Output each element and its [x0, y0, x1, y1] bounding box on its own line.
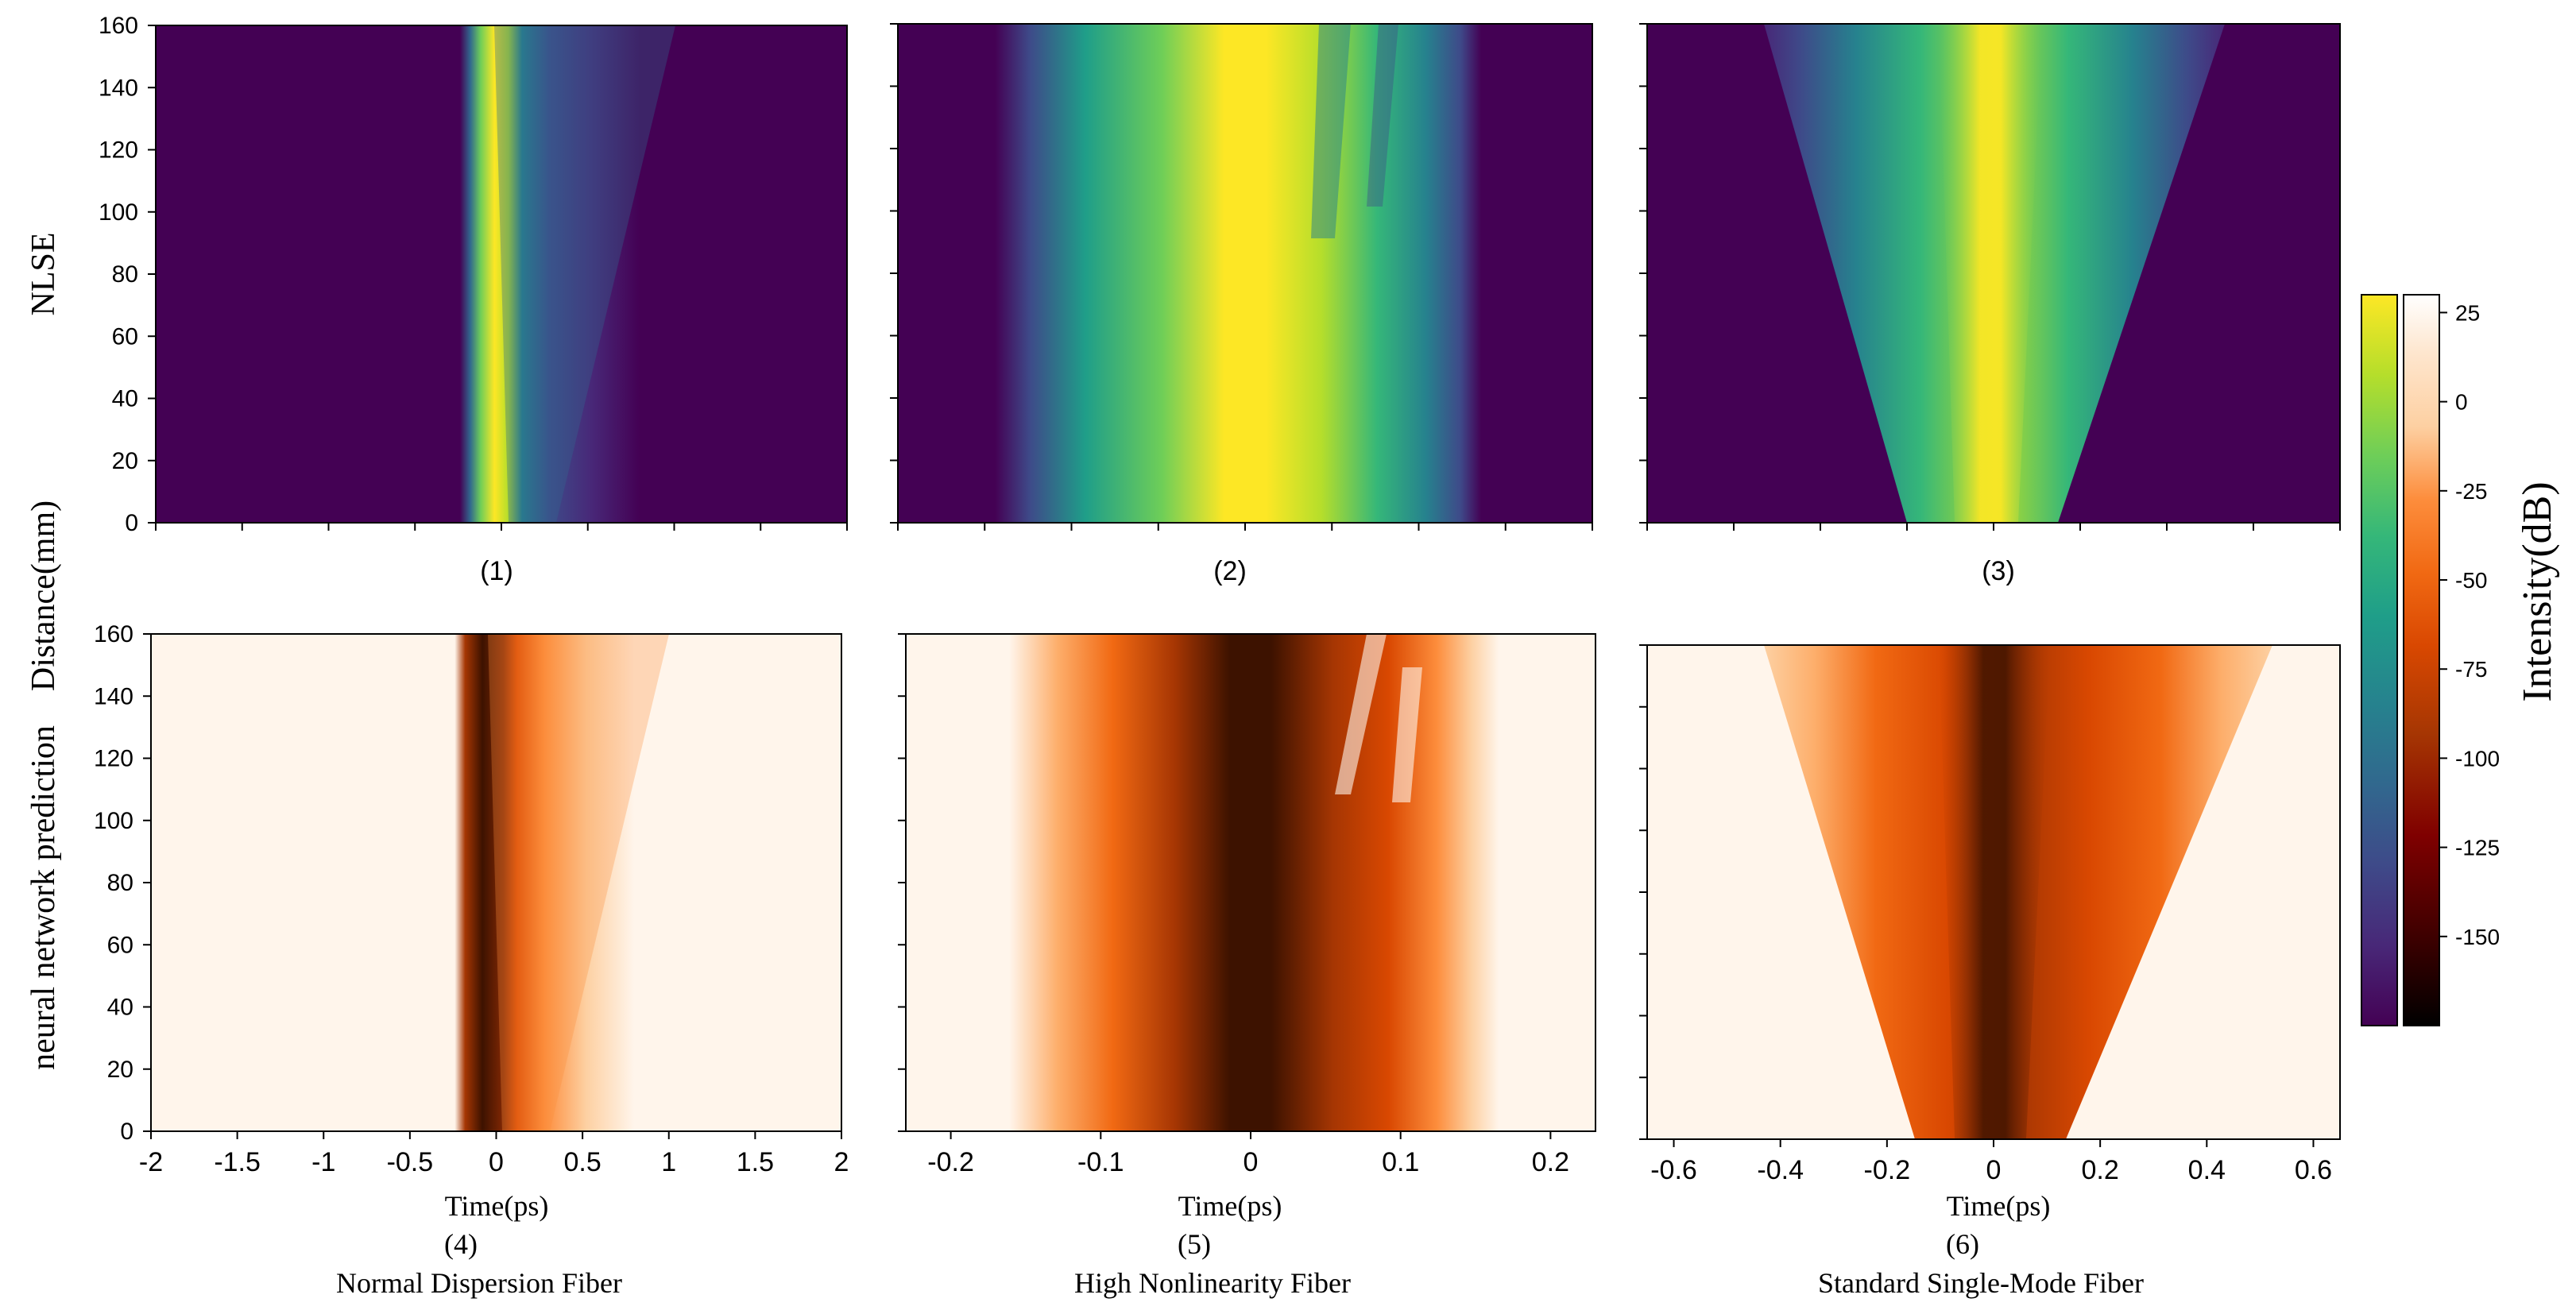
colorbar-tick-label: 25 [2455, 300, 2480, 325]
x-tick-label: -2 [139, 1147, 163, 1177]
x-tick-label: -0.4 [1757, 1155, 1804, 1185]
x-tick-label: 2 [834, 1147, 849, 1177]
colorbar-viridis [2361, 294, 2398, 1026]
x-tick-label: 0.4 [2188, 1155, 2226, 1185]
x-tick-label: -0.2 [927, 1147, 974, 1177]
x-tick-label: 0.2 [2082, 1155, 2119, 1185]
row-label-top: NLSE [25, 233, 62, 316]
x-tick-label: 1.5 [737, 1147, 774, 1177]
panel-label: (5) [1178, 1228, 1211, 1260]
fiber-type-label: Standard Single-Mode Fiber [1818, 1267, 2144, 1299]
colorbar-orange [2403, 294, 2440, 1026]
y-tick-label: 140 [94, 683, 133, 709]
x-tick-label: 1 [661, 1147, 676, 1177]
y-tick-label: 80 [112, 261, 138, 288]
x-tick-label: 0 [1986, 1155, 2002, 1185]
y-tick-label: 120 [99, 137, 138, 164]
heatmap-panel-3 [1646, 23, 2341, 524]
row-label-distance: Distance(mm) [25, 500, 62, 691]
y-tick-label: 100 [99, 199, 138, 226]
x-tick-label: 0 [1244, 1147, 1259, 1177]
x-axis-label: Time(ps) [1178, 1190, 1282, 1222]
x-axis-label: Time(ps) [445, 1190, 549, 1222]
fiber-type-label: Normal Dispersion Fiber [336, 1267, 622, 1299]
panel-label: (3) [1982, 556, 2015, 586]
colorbar-tick-label: 0 [2455, 390, 2468, 415]
y-tick-label: 0 [125, 510, 138, 536]
colorbar-label: Intensity(dB) [2515, 481, 2560, 701]
y-tick-label: 40 [112, 386, 138, 412]
heatmap-panel-6 [1646, 644, 2341, 1140]
heatmap-panel-2 [897, 23, 1593, 524]
y-tick-label: 40 [107, 995, 133, 1021]
fiber-type-label: High Nonlinearity Fiber [1074, 1267, 1351, 1299]
y-tick-label: 60 [107, 932, 133, 958]
y-tick-label: 20 [112, 448, 138, 474]
x-axis-label: Time(ps) [1947, 1190, 2051, 1222]
y-tick-label: 80 [107, 870, 133, 896]
y-tick-label: 160 [99, 13, 138, 39]
y-tick-label: 100 [94, 808, 133, 834]
x-tick-label: 0 [489, 1147, 504, 1177]
panel-label: (1) [480, 556, 513, 586]
y-tick-label: 20 [107, 1057, 133, 1083]
panel-label: (6) [1946, 1228, 1979, 1260]
y-tick-label: 140 [99, 75, 138, 101]
colorbar-tick-label: -125 [2455, 836, 2500, 860]
y-tick-label: 0 [120, 1119, 133, 1145]
x-tick-label: -1 [311, 1147, 335, 1177]
y-tick-label: 60 [112, 323, 138, 350]
x-tick-label: 0.1 [1382, 1147, 1419, 1177]
x-tick-label: 0.2 [1532, 1147, 1569, 1177]
x-tick-label: 0.6 [2295, 1155, 2332, 1185]
colorbar-tick-label: -100 [2455, 746, 2500, 771]
heatmap-panel-4 [150, 633, 842, 1132]
x-tick-label: -0.5 [387, 1147, 434, 1177]
x-tick-label: -0.6 [1650, 1155, 1697, 1185]
colorbar-tick-label: -150 [2455, 925, 2500, 949]
heatmap-panel-1 [155, 25, 848, 524]
panel-label: (4) [444, 1228, 478, 1260]
y-tick-label: 160 [94, 621, 133, 647]
panel-label: (2) [1213, 556, 1247, 586]
x-tick-label: -0.2 [1864, 1155, 1911, 1185]
colorbar-tick-label: -50 [2455, 568, 2487, 593]
y-tick-label: 120 [94, 746, 133, 772]
colorbar-tick-label: -25 [2455, 479, 2487, 504]
colorbar-tick-label: -75 [2455, 657, 2487, 682]
row-label-bottom: neural network prediction [25, 725, 62, 1070]
heatmap-panel-5 [905, 633, 1596, 1132]
x-tick-label: -0.1 [1077, 1147, 1124, 1177]
x-tick-label: 0.5 [563, 1147, 601, 1177]
x-tick-label: -1.5 [214, 1147, 261, 1177]
